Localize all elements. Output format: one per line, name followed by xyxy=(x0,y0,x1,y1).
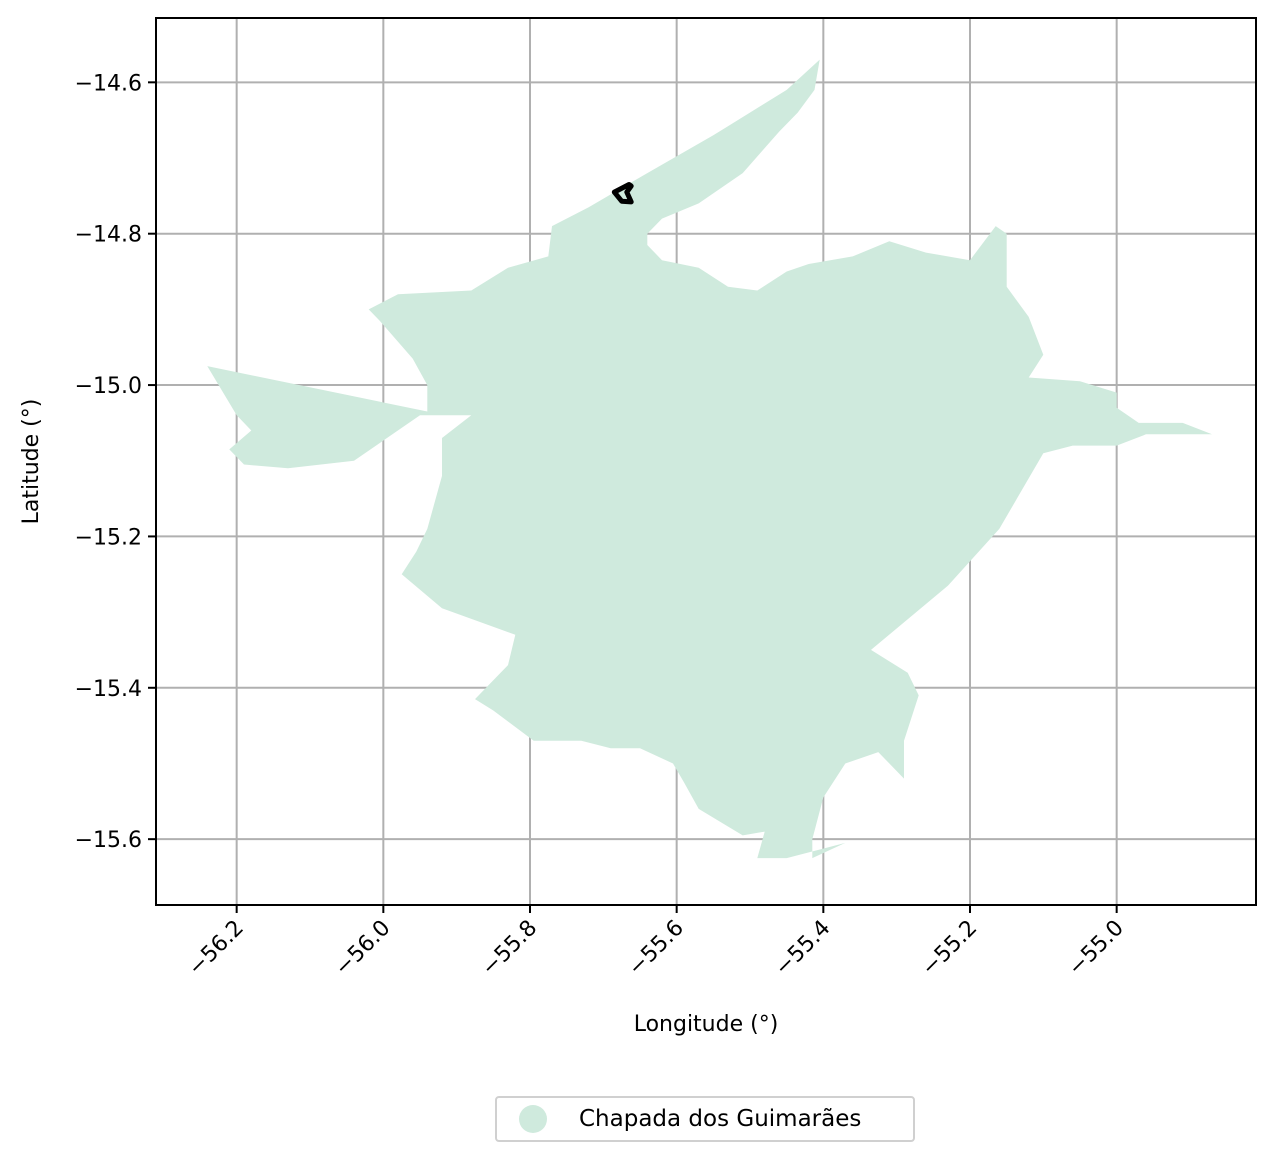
y-axis-ticks: −14.6 −14.8 −15.0 −15.2 −15.4 −15.6 xyxy=(75,71,156,853)
legend-marker-icon xyxy=(519,1105,547,1133)
y-tick-label: −14.8 xyxy=(75,223,142,248)
y-tick-label: −14.6 xyxy=(75,71,142,96)
x-axis-title: Longitude (°) xyxy=(634,1012,779,1037)
x-tick-label: −55.4 xyxy=(770,916,835,981)
y-axis-title: Latitude (°) xyxy=(19,399,44,525)
map-figure: −56.2 −56.0 −55.8 −55.6 −55.4 −55.2 −55.0 −14.… xyxy=(0,0,1275,1080)
region-chapada-dos-guimaraes xyxy=(207,60,1212,859)
x-tick-label: −56.2 xyxy=(184,916,249,981)
y-tick-label: −15.0 xyxy=(75,374,142,399)
x-tick-label: −55.6 xyxy=(624,916,689,981)
x-tick-label: −56.0 xyxy=(330,916,395,981)
x-axis-ticks: −56.2 −56.0 −55.8 −55.6 −55.4 −55.2 −55.0 xyxy=(184,905,1129,981)
y-tick-label: −15.4 xyxy=(75,677,142,702)
legend-label: Chapada dos Guimarães xyxy=(579,1106,861,1132)
x-tick-label: −55.2 xyxy=(917,916,982,981)
y-tick-label: −15.6 xyxy=(75,828,142,853)
x-tick-label: −55.0 xyxy=(1064,916,1129,981)
x-tick-label: −55.8 xyxy=(477,916,542,981)
legend: Chapada dos Guimarães xyxy=(495,1096,915,1142)
y-tick-label: −15.2 xyxy=(75,525,142,550)
